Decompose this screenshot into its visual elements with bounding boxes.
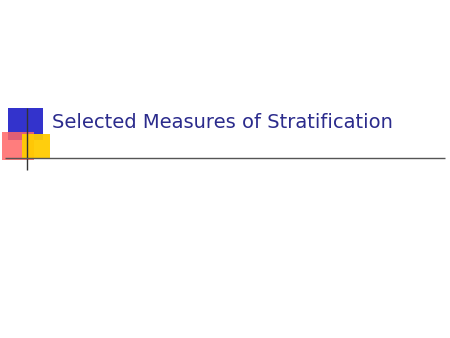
Bar [2,132,34,160]
Bar [8,108,43,140]
Bar [22,134,50,158]
Text: Selected Measures of Stratification: Selected Measures of Stratification [52,113,393,131]
